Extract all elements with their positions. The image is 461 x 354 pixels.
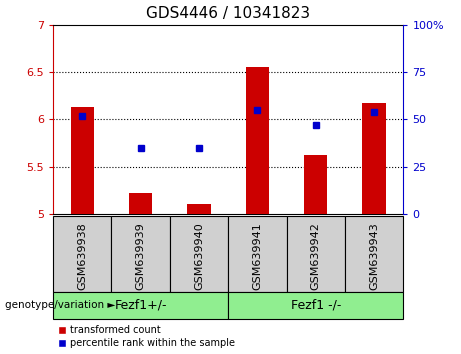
Bar bbox=[246, 67, 269, 214]
Title: GDS4446 / 10341823: GDS4446 / 10341823 bbox=[146, 6, 310, 21]
Bar bbox=[53, 292, 228, 319]
Bar bbox=[170, 216, 228, 292]
Bar bbox=[129, 193, 152, 214]
Text: GSM639938: GSM639938 bbox=[77, 222, 87, 290]
Bar bbox=[187, 204, 211, 214]
Bar bbox=[304, 155, 327, 214]
Text: GSM639942: GSM639942 bbox=[311, 222, 321, 290]
Text: genotype/variation ►: genotype/variation ► bbox=[5, 300, 115, 310]
Bar bbox=[228, 216, 287, 292]
Text: GSM639941: GSM639941 bbox=[252, 222, 262, 290]
Text: GSM639939: GSM639939 bbox=[136, 222, 146, 290]
Bar bbox=[71, 107, 94, 214]
Text: GSM639943: GSM639943 bbox=[369, 222, 379, 290]
Text: Fezf1+/-: Fezf1+/- bbox=[114, 299, 167, 312]
Bar bbox=[112, 216, 170, 292]
Bar bbox=[287, 216, 345, 292]
Bar bbox=[362, 103, 386, 214]
Bar bbox=[228, 292, 403, 319]
Legend: transformed count, percentile rank within the sample: transformed count, percentile rank withi… bbox=[58, 325, 235, 348]
Text: Fezf1 -/-: Fezf1 -/- bbox=[290, 299, 341, 312]
Bar bbox=[345, 216, 403, 292]
Text: GSM639940: GSM639940 bbox=[194, 222, 204, 290]
Bar bbox=[53, 216, 112, 292]
